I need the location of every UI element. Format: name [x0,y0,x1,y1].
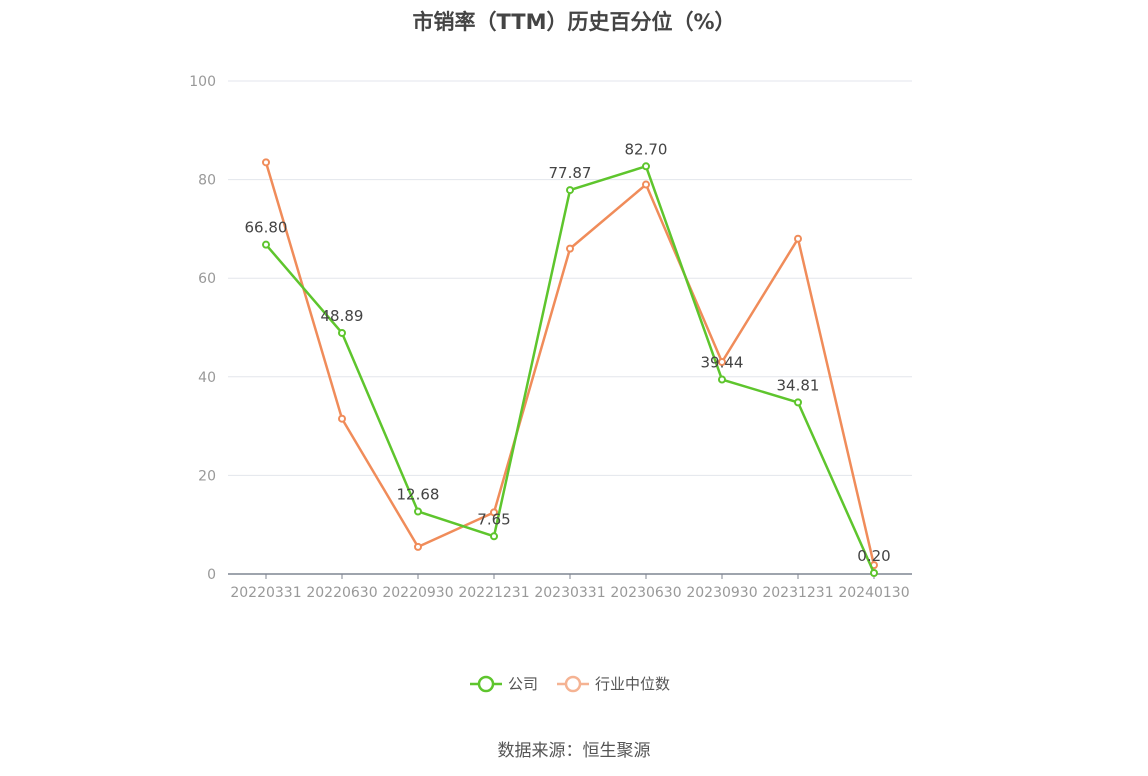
legend-label-company: 公司 [508,675,539,693]
data-label: 77.87 [549,164,592,182]
series-point-1 [262,158,270,167]
series-point-1 [718,358,726,367]
series-point-0 [718,375,726,384]
series-point-0 [490,532,498,541]
chart-title: 市销率（TTM）历史百分位（%） [412,10,736,34]
data-label: 34.81 [777,376,820,394]
legend: 公司 行业中位数 [0,673,1148,697]
y-tick-label: 20 [198,468,216,484]
data-label: 66.80 [245,219,288,237]
grid-lines [228,80,912,476]
legend-item-industry-median[interactable]: 行业中位数 [557,673,670,694]
x-tick-label: 20230331 [534,585,605,601]
x-tick-label: 20230930 [686,585,757,601]
y-tick-label: 40 [198,370,216,386]
data-labels: 66.80 48.89 12.68 7.65 77.87 82.70 39.44 34.81 0… [245,140,891,565]
legend-label-industry-median: 行业中位数 [595,675,671,693]
series-point-0 [642,162,650,171]
x-tick-label: 20221231 [458,585,529,601]
y-axis-ticks: 0 20 40 60 80 100 [189,74,216,583]
series-point-0 [870,569,878,578]
y-tick-label: 100 [189,74,216,90]
series-line-1 [264,161,876,566]
y-tick-label: 60 [198,271,216,287]
x-tick-label: 20220630 [306,585,377,601]
data-label: 48.89 [321,307,364,325]
x-tick-label: 20240130 [838,585,909,601]
y-tick-label: 80 [198,173,216,189]
data-label: 82.70 [625,140,668,158]
source-note: 数据来源：恒生聚源 [497,741,651,761]
series-layer [262,158,878,578]
series-point-0 [338,328,346,337]
series-point-1 [338,414,346,423]
x-tick-label: 20231231 [762,585,833,601]
data-label: 7.65 [477,510,510,528]
series-point-0 [414,507,422,516]
x-axis: 20220331 20220630 20220930 20221231 20230331… [228,573,912,601]
x-tick-label: 20230630 [610,585,681,601]
series-point-0 [262,240,270,249]
series-point-1 [414,542,422,551]
legend-marker-company [470,675,502,692]
y-tick-label: 0 [207,567,216,583]
data-label: 12.68 [397,485,440,503]
series-point-1 [794,234,802,243]
series-point-1 [642,180,650,189]
series-point-0 [566,186,574,195]
series-point-1 [490,508,498,517]
legend-marker-industry-median [557,675,589,692]
x-tick-label: 20220331 [230,585,301,601]
legend-item-company[interactable]: 公司 [470,673,538,694]
series-point-1 [566,244,574,253]
data-label: 39.44 [701,354,744,372]
data-label: 0.20 [857,547,890,565]
x-tick-label: 20220930 [382,585,453,601]
series-line-0 [265,165,876,574]
series-point-0 [794,398,802,407]
